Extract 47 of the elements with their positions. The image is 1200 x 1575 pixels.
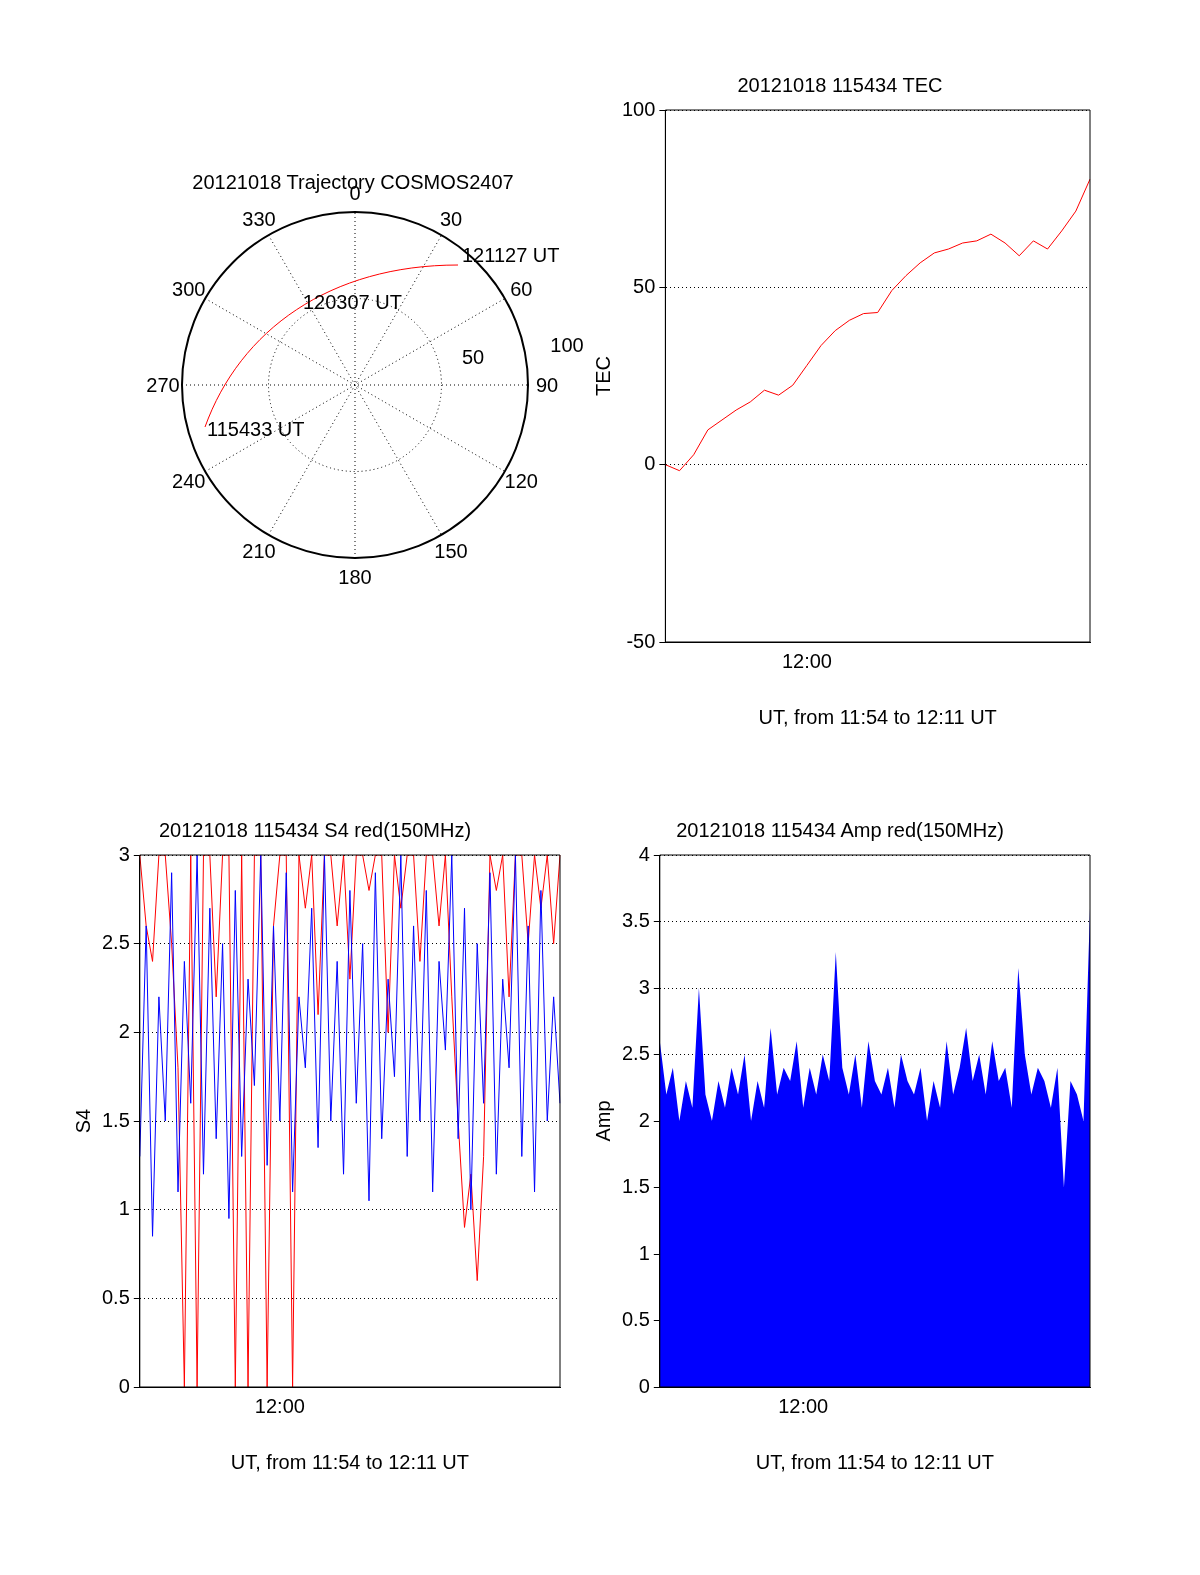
y-tick-label: 2.5 <box>101 931 130 954</box>
y-tick-label: 4 <box>638 842 650 865</box>
y-tick-label: 1 <box>118 1197 130 1220</box>
text: 330 <box>242 207 276 230</box>
text: 300 <box>172 278 206 300</box>
text: 180 <box>338 566 372 588</box>
text: 240 <box>172 470 206 492</box>
text: 60 <box>510 278 533 300</box>
y-tick-label: 0 <box>118 1374 130 1397</box>
y-tick-label: 1.5 <box>621 1175 650 1198</box>
y-tick-label: 1 <box>638 1241 650 1264</box>
text: 12:00 <box>254 1394 305 1417</box>
y-tick-label: 50 <box>633 274 656 297</box>
y-tick-label: 0 <box>638 1374 650 1397</box>
y-tick-label: 0.5 <box>621 1308 650 1331</box>
y-tick-label: 3.5 <box>621 909 650 932</box>
text: 90 <box>535 374 559 396</box>
x-axis-title: UT, from 11:54 to 12:11 UT <box>755 1450 995 1473</box>
y-tick-label: 0.5 <box>101 1285 130 1308</box>
text: 115433 UT <box>207 418 305 440</box>
x-axis-title: UT, from 11:54 to 12:11 UT <box>230 1450 470 1473</box>
text: 100 <box>550 334 584 356</box>
chart-title: 20121018 115434 Amp red(150MHz) <box>676 818 1004 841</box>
y-tick-label: 3 <box>638 975 650 998</box>
y-tick-label: 0 <box>644 452 656 475</box>
text: 12:00 <box>781 649 832 672</box>
y-tick-label: 2.5 <box>621 1042 650 1065</box>
y-tick-label: 100 <box>621 97 656 120</box>
chart-title: 20121018 115434 S4 red(150MHz) <box>158 818 472 841</box>
y-tick-label: 1.5 <box>101 1108 130 1131</box>
x-axis-title: UT, from 11:54 to 12:11 UT <box>758 705 997 728</box>
y-tick-label: 2 <box>118 1019 130 1042</box>
text: 120307 UT <box>303 291 402 313</box>
text: 210 <box>242 540 276 563</box>
text: 50 <box>461 346 485 368</box>
chart-title: 20121018 115434 TEC <box>737 73 943 96</box>
text: 120 <box>504 470 538 492</box>
y-tick-label: 3 <box>118 842 130 865</box>
text: 12:00 <box>778 1394 829 1417</box>
text: 150 <box>434 540 468 563</box>
text: 30 <box>439 207 463 230</box>
y-tick-label: -50 <box>626 629 656 652</box>
y-axis-title: S4 <box>71 1108 94 1134</box>
text: 270 <box>146 374 180 396</box>
y-tick-label: 2 <box>638 1108 650 1131</box>
y-axis-title: TEC <box>591 356 614 396</box>
y-axis-title: Amp <box>591 1100 614 1142</box>
